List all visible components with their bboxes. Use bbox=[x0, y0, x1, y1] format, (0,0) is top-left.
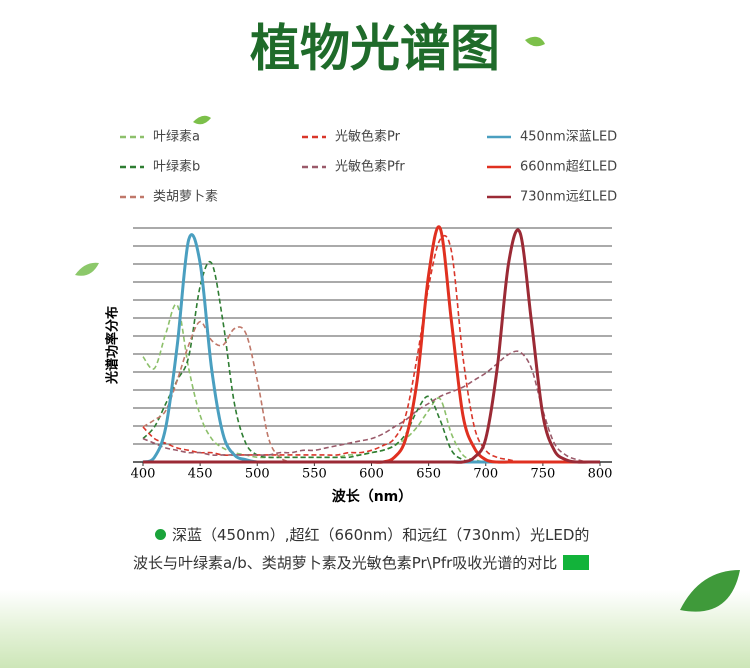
series-line bbox=[142, 350, 601, 463]
caption-line: 深蓝（450nm）,超红（660nm）和远红（730nm）光LED的 bbox=[155, 524, 589, 545]
caption-line: 波长与叶绿素a/b、类胡萝卜素及光敏色素Pr\Pfr吸收光谱的对比 bbox=[133, 552, 590, 573]
x-tick-label: 750 bbox=[530, 467, 555, 482]
legend-label: 叶绿素a bbox=[153, 130, 200, 145]
green-square bbox=[563, 555, 590, 570]
caption-text: 波长与叶绿素a/b、类胡萝卜素及光敏色素Pr\Pfr吸收光谱的对比 bbox=[133, 554, 558, 572]
bullet bbox=[155, 529, 166, 540]
x-axis-label: 波长（nm） bbox=[332, 488, 413, 505]
legend-label: 730nm远红LED bbox=[520, 189, 617, 205]
x-tick-label: 450 bbox=[188, 467, 213, 482]
legend-label: 光敏色素Pr bbox=[335, 129, 401, 145]
series-line bbox=[142, 233, 600, 464]
series-line bbox=[142, 320, 600, 464]
x-tick-label: 500 bbox=[245, 467, 270, 482]
title: 植物光谱图 bbox=[250, 20, 500, 78]
x-tick-label: 650 bbox=[416, 467, 441, 482]
x-tick-label: 400 bbox=[131, 467, 156, 482]
leaf bbox=[193, 115, 211, 125]
leaf bbox=[525, 36, 545, 47]
y-axis-label: 光谱功率分布 bbox=[105, 306, 121, 385]
series-line bbox=[142, 234, 600, 463]
legend-label: 类胡萝卜素 bbox=[153, 190, 218, 205]
x-tick-label: 700 bbox=[473, 467, 498, 482]
legend-label: 叶绿素b bbox=[153, 160, 200, 175]
series-line bbox=[142, 303, 600, 463]
legend-label: 660nm超红LED bbox=[520, 159, 617, 175]
x-tick-label: 800 bbox=[588, 467, 613, 482]
leaf bbox=[75, 262, 99, 276]
x-tick-label: 600 bbox=[359, 467, 384, 482]
legend-label: 光敏色素Pfr bbox=[335, 159, 405, 175]
caption-text: 深蓝（450nm）,超红（660nm）和远红（730nm）光LED的 bbox=[172, 526, 590, 544]
leaf bbox=[680, 570, 740, 612]
series-line bbox=[143, 228, 600, 464]
x-tick-label: 550 bbox=[302, 467, 327, 482]
legend-label: 450nm深蓝LED bbox=[520, 130, 617, 145]
